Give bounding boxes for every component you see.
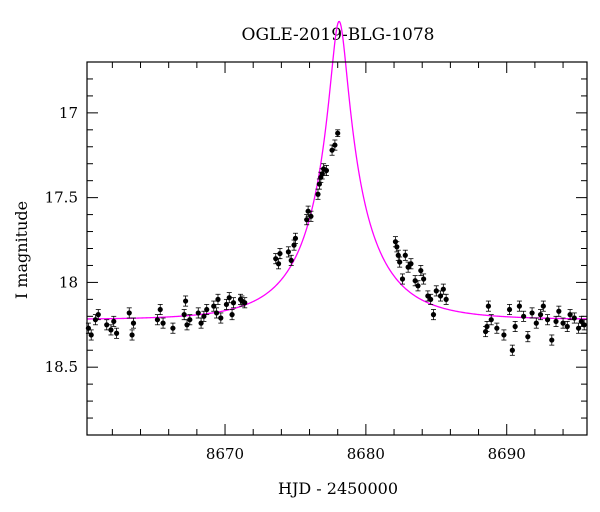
y-tick-label: 18 (59, 273, 78, 291)
data-point (215, 293, 221, 305)
x-axis-label: HJD - 2450000 (278, 479, 398, 498)
data-point (130, 317, 137, 329)
data-point (329, 144, 335, 156)
data-point (537, 309, 544, 321)
data-point (533, 317, 539, 329)
data-point (288, 254, 294, 266)
data-point (529, 307, 535, 319)
x-tick-label: 8690 (488, 445, 526, 463)
chart-title: OGLE-2019-BLG-1078 (242, 25, 435, 45)
data-point (198, 317, 204, 329)
data-point (571, 312, 577, 324)
data-point (556, 305, 562, 317)
y-axis-label: I magnitude (12, 201, 31, 299)
data-point (108, 324, 114, 336)
data-point (430, 309, 437, 321)
data-point (218, 312, 224, 324)
data-point (494, 322, 500, 334)
tick-labels: 8670 8680 8690 17 17.5 18 18.5 (45, 104, 526, 463)
data-point (129, 329, 135, 341)
data-point (223, 298, 230, 310)
data-point (92, 314, 99, 326)
data-point (335, 129, 341, 138)
data-point (204, 304, 210, 316)
data-point (399, 273, 406, 285)
data-point (277, 248, 283, 260)
data-point (181, 309, 187, 321)
data-point (323, 165, 330, 176)
y-tick-label: 17.5 (45, 189, 78, 207)
data-point (540, 300, 546, 312)
data-point (229, 309, 235, 321)
data-point (488, 314, 494, 326)
data-point (291, 239, 297, 251)
x-tick-label: 8680 (347, 445, 385, 463)
data-point (126, 307, 132, 319)
data-point (187, 314, 193, 326)
data-point (443, 293, 449, 305)
data-point (292, 232, 299, 244)
data-point (154, 314, 161, 326)
data-point (544, 314, 551, 326)
data-point (184, 319, 190, 331)
data-point (113, 327, 120, 339)
data-point (418, 265, 424, 277)
data-point (567, 309, 573, 321)
y-tick-label: 17 (59, 104, 78, 122)
data-point (213, 307, 220, 319)
data-point (415, 280, 421, 292)
plot-area (85, 20, 588, 436)
data-point (285, 246, 292, 258)
data-point (553, 315, 559, 327)
data-point (560, 317, 566, 329)
x-tick-label: 8670 (206, 445, 244, 463)
data-points (85, 129, 587, 356)
data-point (437, 290, 444, 302)
data-point (402, 249, 408, 261)
data-point (201, 310, 207, 322)
data-point (157, 304, 163, 316)
data-point (421, 273, 427, 285)
data-point (408, 258, 414, 270)
data-point (485, 300, 492, 312)
data-point (525, 331, 531, 343)
data-point (305, 205, 311, 217)
data-point (521, 310, 527, 322)
data-point (484, 321, 490, 332)
data-point (509, 344, 515, 356)
data-point (397, 256, 403, 268)
data-point (332, 139, 338, 151)
y-tick-label: 18.5 (45, 358, 78, 376)
data-point (230, 297, 237, 309)
data-point (88, 329, 94, 341)
plot-frame (86, 61, 588, 436)
data-point (160, 317, 166, 329)
data-point (516, 300, 522, 312)
data-point (182, 295, 189, 307)
data-point (195, 307, 201, 319)
data-point (564, 321, 570, 332)
data-point (581, 319, 587, 331)
axis-ticks (87, 61, 587, 436)
data-point (104, 319, 110, 331)
data-point (308, 210, 314, 222)
data-point (170, 322, 176, 334)
data-point (506, 304, 513, 316)
data-point (549, 334, 555, 346)
data-point (412, 275, 418, 287)
data-point (95, 309, 101, 321)
data-point (575, 322, 582, 334)
data-point (242, 297, 248, 309)
data-point (512, 321, 518, 332)
data-point (211, 300, 217, 312)
data-point (501, 329, 507, 341)
data-point (428, 293, 434, 305)
model-curve (86, 20, 588, 320)
data-point (111, 315, 117, 327)
data-point (440, 283, 446, 295)
